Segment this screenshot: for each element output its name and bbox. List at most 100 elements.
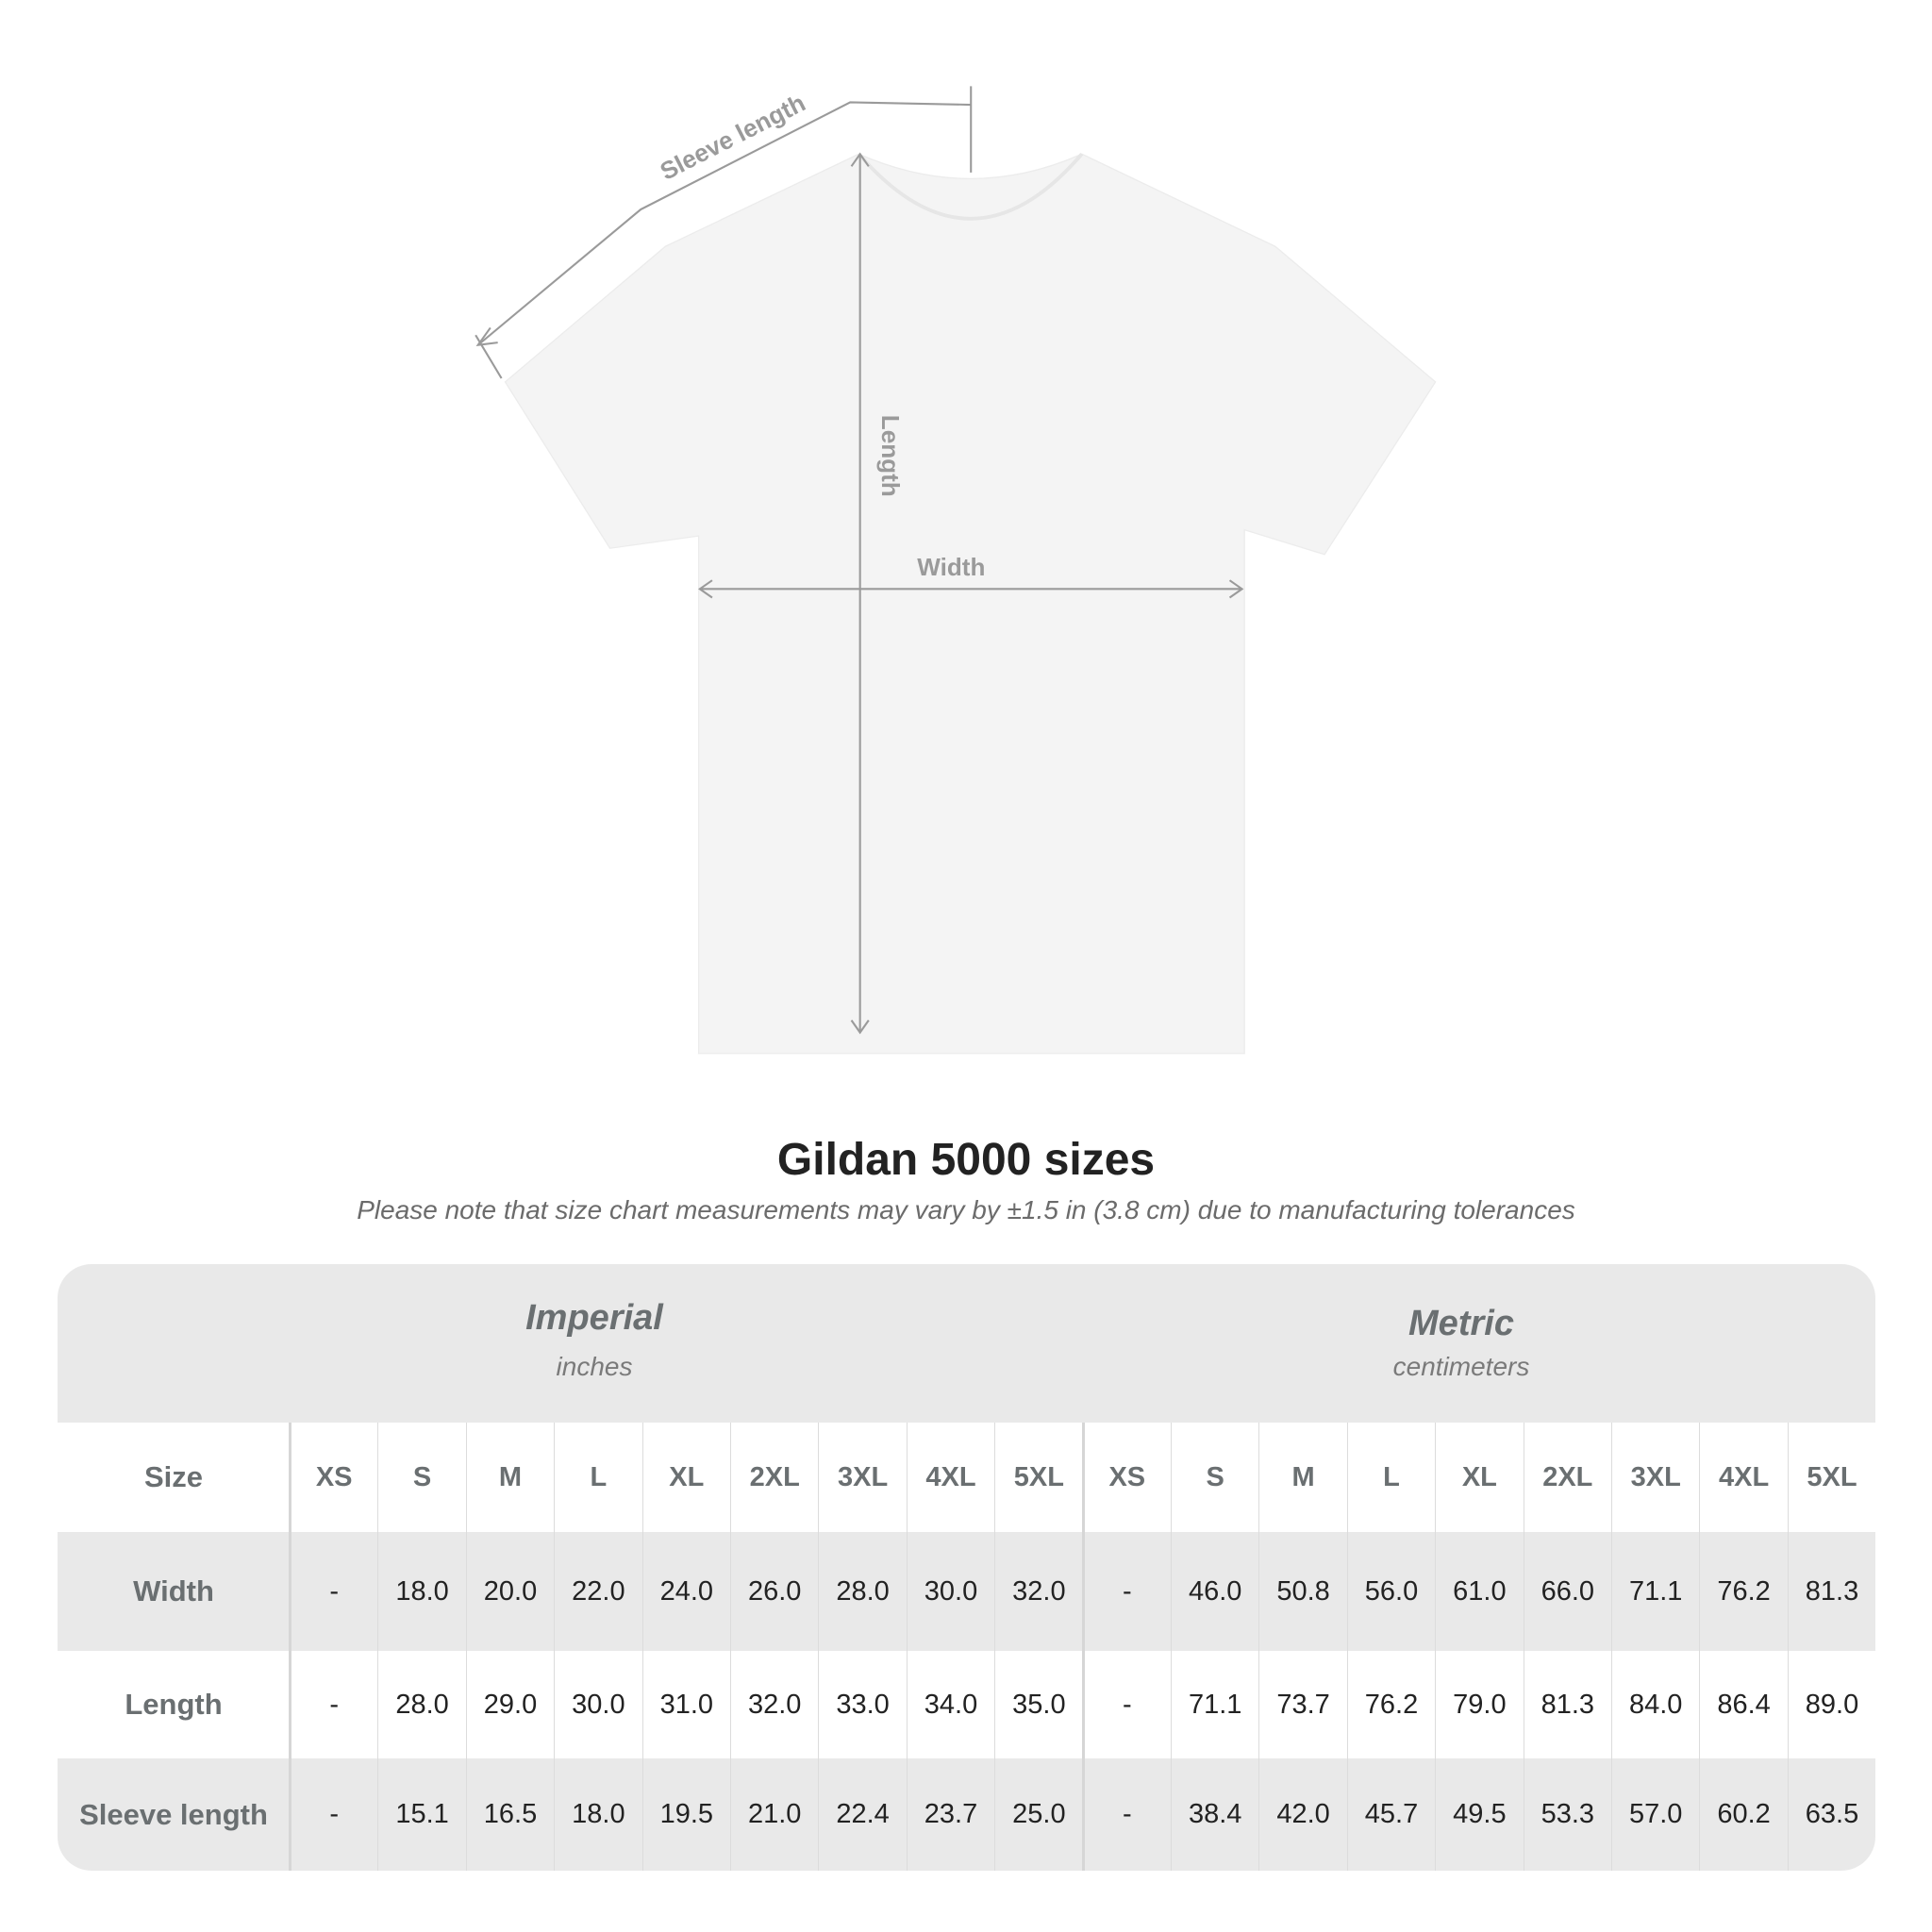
imperial-unit: inches [556, 1352, 633, 1381]
collar [857, 152, 1084, 221]
imperial-value-cell: 31.0 [641, 1651, 730, 1758]
metric-value-cell: 79.0 [1435, 1651, 1523, 1758]
metric-value-cell: 73.7 [1258, 1651, 1346, 1758]
imperial-value-cell: 34.0 [906, 1651, 994, 1758]
size-header-cell: XS [290, 1423, 377, 1532]
imperial-value-cell: 28.0 [377, 1651, 465, 1758]
size-header-cell: XL [1435, 1423, 1523, 1532]
imperial-value-cell: 26.0 [730, 1532, 818, 1651]
metric-value-cell: 53.3 [1523, 1758, 1611, 1871]
size-header-cell: 4XL [1699, 1423, 1787, 1532]
metric-value-cell: 71.1 [1171, 1651, 1258, 1758]
size-header-cell: L [1346, 1423, 1435, 1532]
imperial-title: Imperial [525, 1298, 663, 1338]
size-header-cell: 3XL [1611, 1423, 1699, 1532]
metric-value-cell: 89.0 [1787, 1651, 1875, 1758]
size-header-cell: 2XL [730, 1423, 818, 1532]
length-label: Length [876, 415, 905, 497]
imperial-value-cell: 35.0 [994, 1651, 1082, 1758]
column-divider [1081, 1423, 1085, 1871]
metric-value-cell: 81.3 [1523, 1651, 1611, 1758]
sleeve-length-label: Sleeve length [656, 89, 810, 186]
imperial-header: Imperial inches [311, 1298, 877, 1382]
metric-value-cell: 56.0 [1346, 1532, 1435, 1651]
imperial-value-cell: 25.0 [994, 1758, 1082, 1871]
width-label: Width [917, 553, 985, 581]
imperial-value-cell: 30.0 [906, 1532, 994, 1651]
table-header: Imperial inches Metric centimeters [58, 1264, 1875, 1423]
metric-value-cell: 42.0 [1258, 1758, 1346, 1871]
column-divider [289, 1423, 291, 1871]
measure-arrows [475, 86, 1244, 1035]
size-header-cell: XS [1082, 1423, 1171, 1532]
imperial-value-cell: 18.0 [554, 1758, 641, 1871]
size-header-cell: M [465, 1423, 554, 1532]
size-header-cell: 4XL [906, 1423, 994, 1532]
size-header-cell: 5XL [994, 1423, 1082, 1532]
imperial-value-cell: 18.0 [377, 1532, 465, 1651]
imperial-value-cell: 24.0 [641, 1532, 730, 1651]
metric-value-cell: 38.4 [1171, 1758, 1258, 1871]
metric-value-cell: 71.1 [1611, 1532, 1699, 1651]
metric-value-cell: 45.7 [1346, 1758, 1435, 1871]
imperial-value-cell: 32.0 [994, 1532, 1082, 1651]
imperial-value-cell: 29.0 [465, 1651, 554, 1758]
size-header-cell: 5XL [1787, 1423, 1875, 1532]
imperial-value-cell: 23.7 [906, 1758, 994, 1871]
row-label: Sleeve length [79, 1797, 268, 1831]
metric-value-cell: 76.2 [1346, 1651, 1435, 1758]
size-header-cell: S [377, 1423, 465, 1532]
metric-value-cell: 46.0 [1171, 1532, 1258, 1651]
imperial-value-cell: - [290, 1532, 377, 1651]
imperial-value-cell: 19.5 [641, 1758, 730, 1871]
imperial-value-cell: - [290, 1651, 377, 1758]
metric-value-cell: - [1082, 1532, 1171, 1651]
metric-value-cell: 61.0 [1435, 1532, 1523, 1651]
imperial-value-cell: 28.0 [818, 1532, 906, 1651]
metric-title: Metric [1408, 1304, 1514, 1343]
metric-value-cell: 50.8 [1258, 1532, 1346, 1651]
imperial-value-cell: 22.0 [554, 1532, 641, 1651]
metric-header: Metric centimeters [1178, 1304, 1744, 1382]
metric-value-cell: 66.0 [1523, 1532, 1611, 1651]
size-header-cell: 3XL [818, 1423, 906, 1532]
imperial-value-cell: 30.0 [554, 1651, 641, 1758]
imperial-value-cell: 33.0 [818, 1651, 906, 1758]
size-header-row: Size XS S M L XL 2XL 3XL 4XL 5XL XS S M L XL 2XL 3XL 4XL 5… [58, 1423, 1875, 1532]
row-label: Size [143, 1460, 204, 1493]
imperial-value-cell: 22.4 [818, 1758, 906, 1871]
metric-value-cell: - [1082, 1758, 1171, 1871]
tolerance-note: Please note that size chart measurements… [357, 1195, 1575, 1224]
metric-value-cell: 60.2 [1699, 1758, 1787, 1871]
imperial-value-cell: 20.0 [465, 1532, 554, 1651]
sleeve-arrow [477, 101, 972, 346]
imperial-value-cell: 16.5 [465, 1758, 554, 1871]
row-label: Width [133, 1574, 214, 1607]
size-header-cell: L [554, 1423, 641, 1532]
metric-value-cell: 63.5 [1787, 1758, 1875, 1871]
imperial-value-cell: 15.1 [377, 1758, 465, 1871]
metric-unit: centimeters [1392, 1352, 1530, 1381]
size-header-cell: M [1258, 1423, 1346, 1532]
imperial-value-cell: 21.0 [730, 1758, 818, 1871]
imperial-value-cell: - [290, 1758, 377, 1871]
size-header-cell: 2XL [1523, 1423, 1611, 1532]
metric-value-cell: 81.3 [1787, 1532, 1875, 1651]
metric-value-cell: 84.0 [1611, 1651, 1699, 1758]
table-row: Width -18.0 20.0 22.0 24.0 26.0 28.0 30.0 32.0-4… [58, 1532, 1875, 1651]
metric-value-cell: 49.5 [1435, 1758, 1523, 1871]
table-row: Sleeve length -15.1 16.5 18.0 19.5 21.0 22.4 23… [58, 1758, 1875, 1871]
metric-value-cell: 57.0 [1611, 1758, 1699, 1871]
imperial-value-cell: 32.0 [730, 1651, 818, 1758]
size-table: Imperial inches Metric centimeters Size X… [58, 1264, 1875, 1871]
table-row: Length -28.0 29.0 30.0 31.0 32.0 33.0 34.0 35.0-… [58, 1651, 1875, 1758]
tshirt-shape [504, 153, 1437, 1055]
metric-value-cell: - [1082, 1651, 1171, 1758]
chart-title: Gildan 5000 sizes [776, 1135, 1156, 1185]
size-header-cell: XL [641, 1423, 730, 1532]
metric-value-cell: 76.2 [1699, 1532, 1787, 1651]
size-header-cell: S [1171, 1423, 1258, 1532]
row-label: Length [125, 1688, 223, 1721]
metric-value-cell: 86.4 [1699, 1651, 1787, 1758]
